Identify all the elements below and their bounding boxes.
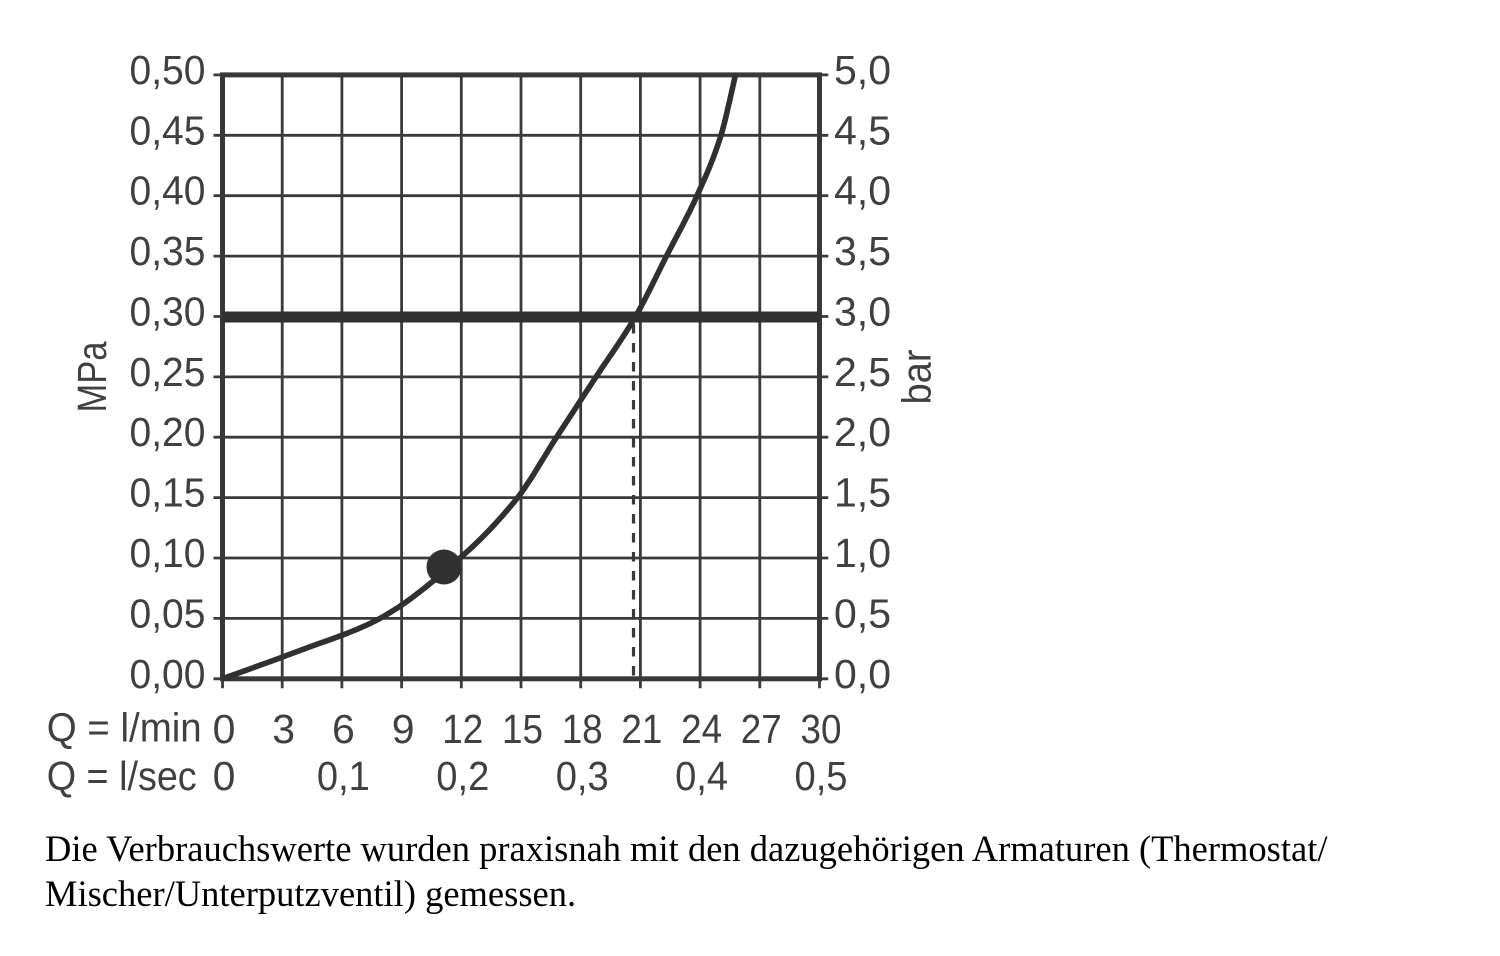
svg-text:6: 6 bbox=[332, 706, 355, 752]
svg-text:Q = l/min: Q = l/min bbox=[47, 705, 202, 751]
svg-text:Q = l/sec: Q = l/sec bbox=[47, 753, 197, 799]
svg-text:0,0: 0,0 bbox=[834, 651, 891, 697]
svg-text:12: 12 bbox=[442, 706, 483, 752]
svg-text:4,0: 4,0 bbox=[834, 168, 891, 214]
svg-text:3,5: 3,5 bbox=[834, 228, 891, 274]
svg-text:0,15: 0,15 bbox=[130, 470, 206, 516]
svg-text:0,5: 0,5 bbox=[795, 753, 848, 799]
svg-text:Die Verbrauchswerte wurden pra: Die Verbrauchswerte wurden praxisnah mit… bbox=[45, 828, 1328, 869]
svg-text:1,0: 1,0 bbox=[834, 530, 891, 576]
svg-text:0,3: 0,3 bbox=[556, 753, 609, 799]
svg-text:1,5: 1,5 bbox=[834, 470, 891, 516]
svg-text:0,1: 0,1 bbox=[317, 753, 370, 799]
svg-text:15: 15 bbox=[502, 706, 543, 752]
svg-text:0,2: 0,2 bbox=[436, 753, 489, 799]
svg-text:0,50: 0,50 bbox=[130, 47, 206, 93]
svg-text:3,0: 3,0 bbox=[834, 289, 891, 335]
svg-text:0,10: 0,10 bbox=[130, 530, 206, 576]
svg-text:0,20: 0,20 bbox=[130, 409, 206, 455]
svg-text:27: 27 bbox=[741, 706, 782, 752]
svg-text:9: 9 bbox=[392, 706, 415, 752]
svg-text:30: 30 bbox=[801, 706, 842, 752]
svg-text:0: 0 bbox=[213, 706, 236, 752]
svg-text:0,35: 0,35 bbox=[130, 228, 206, 274]
svg-text:3: 3 bbox=[272, 706, 295, 752]
svg-text:0,25: 0,25 bbox=[130, 349, 206, 395]
svg-text:18: 18 bbox=[562, 706, 603, 752]
svg-text:MPa: MPa bbox=[69, 341, 115, 412]
svg-text:24: 24 bbox=[681, 706, 722, 752]
svg-text:21: 21 bbox=[621, 706, 662, 752]
svg-text:0,4: 0,4 bbox=[675, 753, 728, 799]
svg-text:2,0: 2,0 bbox=[834, 409, 891, 455]
svg-text:0,5: 0,5 bbox=[834, 590, 891, 636]
svg-text:0,40: 0,40 bbox=[130, 168, 206, 214]
svg-text:0,00: 0,00 bbox=[130, 651, 206, 697]
svg-text:0,30: 0,30 bbox=[130, 289, 206, 335]
svg-text:0: 0 bbox=[213, 753, 236, 799]
svg-text:4,5: 4,5 bbox=[834, 107, 891, 153]
svg-text:bar: bar bbox=[894, 350, 940, 405]
svg-text:0,05: 0,05 bbox=[130, 590, 206, 636]
svg-text:5,0: 5,0 bbox=[834, 47, 891, 93]
svg-text:2,5: 2,5 bbox=[834, 349, 891, 395]
svg-text:Mischer/Unterputzventil) gemes: Mischer/Unterputzventil) gemessen. bbox=[45, 873, 576, 914]
svg-text:0,45: 0,45 bbox=[130, 107, 206, 153]
